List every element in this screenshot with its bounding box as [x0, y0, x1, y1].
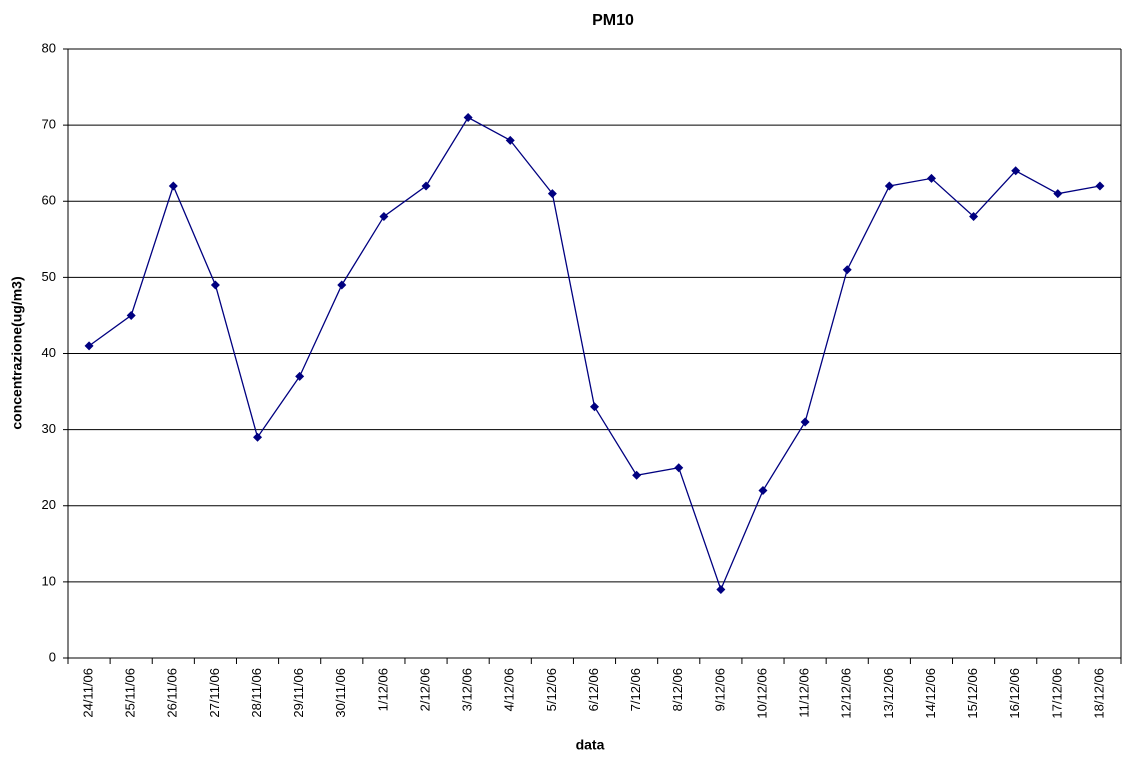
- data-marker: [716, 584, 726, 594]
- y-tick-label: 40: [42, 345, 56, 360]
- x-tick-label: 13/12/06: [881, 668, 896, 719]
- data-marker: [969, 211, 979, 221]
- x-tick-label: 15/12/06: [965, 668, 980, 719]
- x-tick-label: 7/12/06: [628, 668, 643, 711]
- data-marker: [590, 402, 599, 412]
- x-tick-label: 4/12/06: [502, 668, 517, 711]
- x-tick-label: 17/12/06: [1049, 668, 1064, 719]
- x-tick-label: 11/12/06: [797, 668, 812, 718]
- y-tick-label: 70: [42, 117, 56, 132]
- data-marker: [547, 189, 557, 199]
- chart-title: PM10: [592, 12, 634, 29]
- data-marker: [505, 135, 515, 145]
- x-tick-label: 30/11/06: [333, 668, 348, 718]
- data-marker: [800, 417, 810, 427]
- data-marker: [463, 113, 473, 123]
- y-tick-label: 20: [42, 497, 56, 512]
- data-marker: [295, 371, 305, 381]
- x-tick-label: 16/12/06: [1007, 668, 1022, 719]
- y-tick-label: 60: [42, 193, 56, 208]
- x-tick-label: 6/12/06: [586, 668, 601, 711]
- x-tick-label: 26/11/06: [165, 668, 180, 718]
- y-tick-label: 50: [42, 269, 56, 284]
- y-tick-label: 80: [42, 40, 56, 55]
- data-marker: [210, 280, 220, 290]
- data-marker: [632, 470, 642, 480]
- y-tick-label: 30: [42, 421, 56, 436]
- data-marker: [926, 173, 936, 183]
- x-tick-label: 25/11/06: [123, 668, 138, 718]
- data-marker: [884, 181, 894, 191]
- x-tick-label: 24/11/06: [80, 668, 95, 718]
- x-tick-label: 1/12/06: [375, 668, 390, 711]
- y-tick-label: 10: [42, 573, 56, 588]
- x-tick-label: 9/12/06: [712, 668, 727, 711]
- data-marker: [842, 265, 852, 275]
- x-tick-label: 28/11/06: [249, 668, 264, 718]
- x-tick-label: 10/12/06: [754, 668, 769, 719]
- data-marker: [126, 310, 136, 320]
- data-marker: [379, 211, 389, 221]
- x-tick-label: 14/12/06: [923, 668, 938, 719]
- y-tick-label: 0: [49, 649, 56, 664]
- data-marker: [758, 486, 768, 496]
- data-marker: [253, 432, 263, 442]
- x-axis-label: data: [576, 737, 605, 753]
- data-marker: [84, 341, 94, 351]
- data-marker: [168, 181, 178, 191]
- x-tick-label: 29/11/06: [291, 668, 306, 718]
- x-tick-label: 12/12/06: [839, 668, 854, 719]
- x-tick-label: 3/12/06: [460, 668, 475, 711]
- data-marker: [674, 463, 684, 473]
- data-marker: [1011, 166, 1021, 176]
- x-tick-label: 5/12/06: [544, 668, 559, 711]
- data-marker: [1095, 181, 1105, 191]
- x-tick-label: 18/12/06: [1091, 668, 1106, 719]
- y-axis-label: concentrazione(ug/m3): [9, 276, 25, 429]
- data-marker: [1053, 189, 1063, 199]
- x-tick-label: 2/12/06: [417, 668, 432, 711]
- x-tick-label: 8/12/06: [670, 668, 685, 711]
- data-marker: [337, 280, 347, 290]
- x-tick-label: 27/11/06: [207, 668, 222, 718]
- data-marker: [421, 181, 431, 191]
